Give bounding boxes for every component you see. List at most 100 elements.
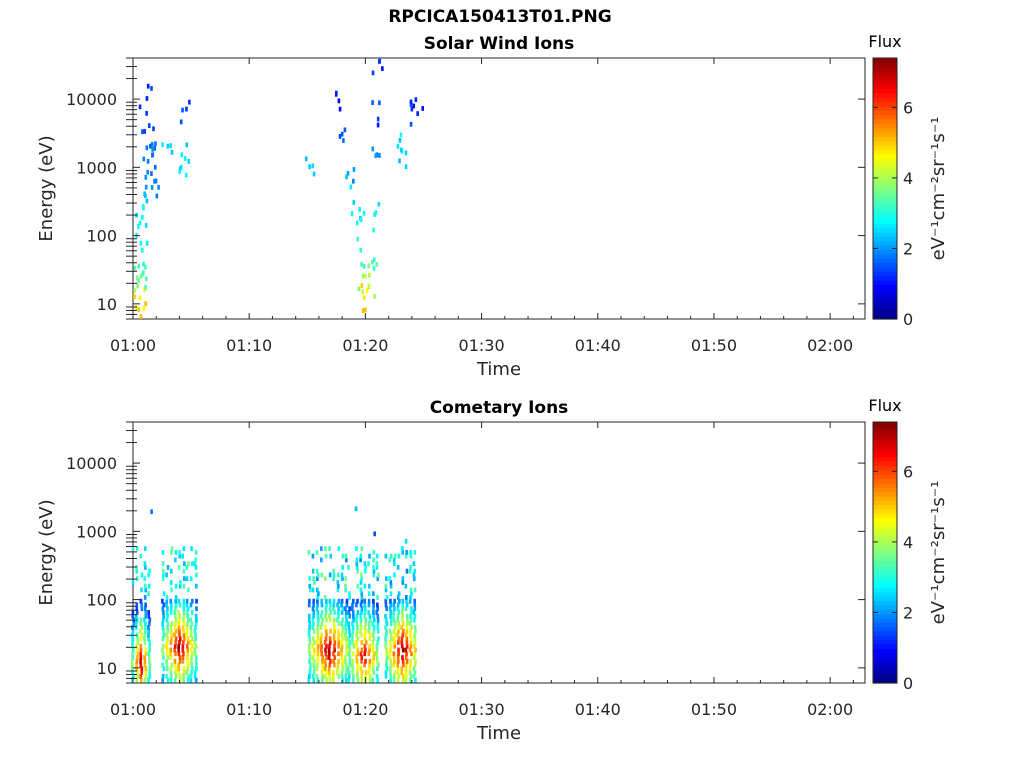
colorbar-swatch <box>873 214 897 220</box>
colorbar-swatch <box>873 600 897 606</box>
data-point <box>350 211 354 217</box>
data-point <box>352 598 355 604</box>
colorbar-swatch <box>873 674 897 680</box>
data-point <box>169 640 173 645</box>
data-point <box>359 666 363 672</box>
data-point <box>372 257 376 263</box>
data-point <box>328 606 332 612</box>
data-point <box>337 598 341 604</box>
data-point <box>389 580 393 585</box>
data-point <box>146 83 150 89</box>
data-point <box>392 651 396 657</box>
data-point <box>147 632 150 638</box>
data-point <box>311 587 315 593</box>
data-point <box>169 651 172 657</box>
data-point <box>316 572 320 578</box>
data-point <box>344 636 348 642</box>
data-point <box>327 666 331 672</box>
data-point <box>308 583 311 589</box>
data-point <box>185 565 189 570</box>
colorbar-swatch <box>873 288 897 294</box>
data-point <box>131 647 135 653</box>
data-point <box>135 546 139 552</box>
data-point <box>138 220 142 226</box>
data-point <box>384 670 388 675</box>
data-point <box>324 628 328 634</box>
data-point <box>143 636 146 642</box>
data-point <box>133 265 137 271</box>
data-point <box>401 677 405 683</box>
data-point <box>340 632 344 638</box>
data-point <box>170 587 173 593</box>
data-point <box>376 617 380 623</box>
data-point <box>375 655 379 660</box>
colorbar-swatch <box>873 548 897 554</box>
data-point <box>170 602 173 608</box>
data-point <box>404 632 408 638</box>
data-point <box>316 662 319 668</box>
data-point <box>360 598 364 604</box>
data-point <box>165 595 169 600</box>
data-point <box>174 598 177 604</box>
data-point <box>135 643 138 649</box>
data-point <box>143 287 146 293</box>
data-point <box>357 286 361 292</box>
data-point <box>336 662 340 668</box>
data-point <box>144 670 148 675</box>
data-point <box>375 673 379 679</box>
data-point <box>312 670 316 675</box>
data-point <box>363 610 367 615</box>
data-point <box>413 617 416 623</box>
data-point <box>144 193 147 199</box>
data-point <box>313 658 316 664</box>
data-point <box>162 628 165 634</box>
data-point <box>368 636 372 642</box>
data-point <box>362 263 366 269</box>
data-point <box>187 587 190 593</box>
data-point <box>385 647 388 653</box>
data-point <box>136 647 139 653</box>
data-point <box>148 662 152 668</box>
data-point <box>392 662 395 668</box>
data-point <box>348 632 352 638</box>
data-point <box>355 628 359 634</box>
data-point <box>385 658 388 664</box>
data-point <box>139 643 143 649</box>
data-point <box>342 138 345 143</box>
data-point <box>189 625 193 630</box>
data-point <box>389 647 392 653</box>
data-point <box>344 576 348 582</box>
data-point <box>373 617 376 623</box>
data-point <box>360 610 363 615</box>
data-point <box>177 610 180 615</box>
colorbar-swatch <box>873 504 897 510</box>
data-point <box>371 662 375 668</box>
colorbar-swatch <box>873 456 897 462</box>
data-point <box>414 677 417 683</box>
colorbar-swatch <box>873 297 897 303</box>
data-point <box>307 613 311 619</box>
data-point <box>324 636 328 642</box>
colorbar-swatch <box>873 669 897 675</box>
colorbar-swatch <box>873 192 897 198</box>
data-point <box>165 610 169 615</box>
data-point <box>404 595 408 600</box>
data-point <box>358 207 361 212</box>
data-point <box>385 666 389 672</box>
data-point <box>352 651 355 657</box>
data-point <box>145 110 148 116</box>
data-point <box>396 632 400 638</box>
x-tick-label: 01:00 <box>110 336 156 355</box>
data-point <box>355 658 359 664</box>
data-point <box>367 651 371 657</box>
data-point <box>143 617 146 623</box>
data-point <box>360 591 364 597</box>
data-point <box>189 640 193 645</box>
data-point <box>161 662 164 668</box>
data-point <box>135 658 139 664</box>
data-point <box>359 557 362 563</box>
data-point <box>345 617 348 623</box>
colorbar-swatch <box>873 245 897 250</box>
data-point <box>401 606 405 612</box>
data-point <box>315 640 319 645</box>
